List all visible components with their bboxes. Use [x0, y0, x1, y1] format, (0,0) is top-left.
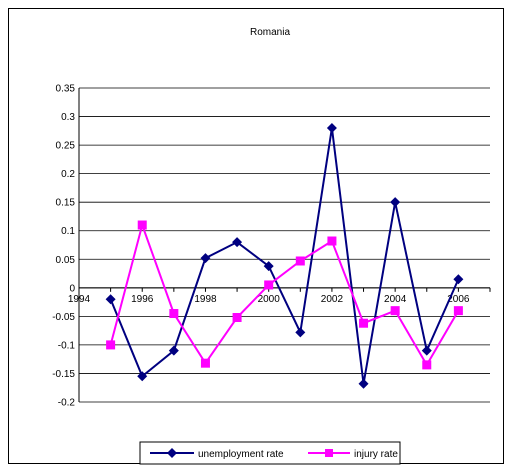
chart-frame: [8, 8, 504, 464]
x-tick-label: 2000: [258, 294, 281, 305]
series-line-1: [109, 221, 460, 367]
x-tick-label: 1994: [68, 294, 91, 305]
data-point-unemployment: [168, 345, 179, 356]
legend: unemployment rate injury rate: [139, 441, 401, 465]
data-point-injury: [169, 309, 179, 319]
legend-label-injury: injury rate: [354, 449, 398, 460]
y-tick-label: 0.25: [56, 141, 76, 152]
data-point-unemployment: [137, 371, 148, 382]
y-tick-label: 0.15: [56, 198, 76, 209]
grid-layer: [79, 87, 490, 403]
data-point-unemployment: [421, 345, 432, 356]
y-tick-label: 0.35: [56, 84, 76, 95]
legend-marker-injury: [325, 449, 333, 457]
x-tick-label: 1998: [194, 294, 217, 305]
chart-title: Romania: [250, 27, 290, 38]
y-tick-label: -0.05: [52, 312, 75, 323]
data-point-injury: [200, 358, 210, 368]
data-point-injury: [137, 220, 147, 230]
data-point-unemployment: [453, 274, 464, 285]
data-point-unemployment: [326, 122, 337, 133]
data-point-injury: [264, 280, 274, 290]
data-point-unemployment: [263, 261, 274, 272]
y-tick-label: 0.3: [61, 112, 75, 123]
y-tick-label: 0.05: [56, 255, 76, 266]
data-point-injury: [422, 360, 432, 370]
y-tick-label: -0.2: [58, 398, 76, 409]
legend-marker-unemployment: [167, 448, 177, 458]
x-tick-label: 2004: [384, 294, 407, 305]
data-point-injury: [327, 236, 337, 246]
data-point-injury: [232, 313, 242, 323]
data-point-unemployment: [295, 327, 306, 338]
y-tick-label: 0.1: [61, 226, 75, 237]
data-point-injury: [106, 340, 116, 350]
data-point-injury: [453, 306, 463, 316]
x-tick-label: 2002: [321, 294, 344, 305]
y-tick-label: -0.1: [58, 340, 76, 351]
x-tick-label: 2006: [447, 294, 470, 305]
data-point-unemployment: [390, 197, 401, 208]
data-point-unemployment: [358, 378, 369, 389]
data-point-injury: [390, 306, 400, 316]
series-layer: [105, 122, 464, 389]
data-point-injury: [359, 318, 369, 328]
data-point-unemployment: [105, 294, 116, 305]
legend-label-unemployment: unemployment rate: [198, 449, 284, 460]
y-tick-label: -0.15: [52, 369, 75, 380]
y-tick-label: 0.2: [61, 169, 75, 180]
data-point-unemployment: [232, 237, 243, 248]
data-point-unemployment: [200, 253, 211, 264]
axis-layer: 0.35 0.3 0.25 0.2 0.15 0.1 0.05 0 -0.05 -0.1 -0.15…: [52, 84, 491, 409]
x-tick-label: 1996: [131, 294, 154, 305]
series-line-0: [109, 127, 460, 384]
legend-box: [139, 441, 401, 465]
y-tick-label: 0: [69, 283, 75, 294]
data-point-injury: [295, 256, 305, 266]
